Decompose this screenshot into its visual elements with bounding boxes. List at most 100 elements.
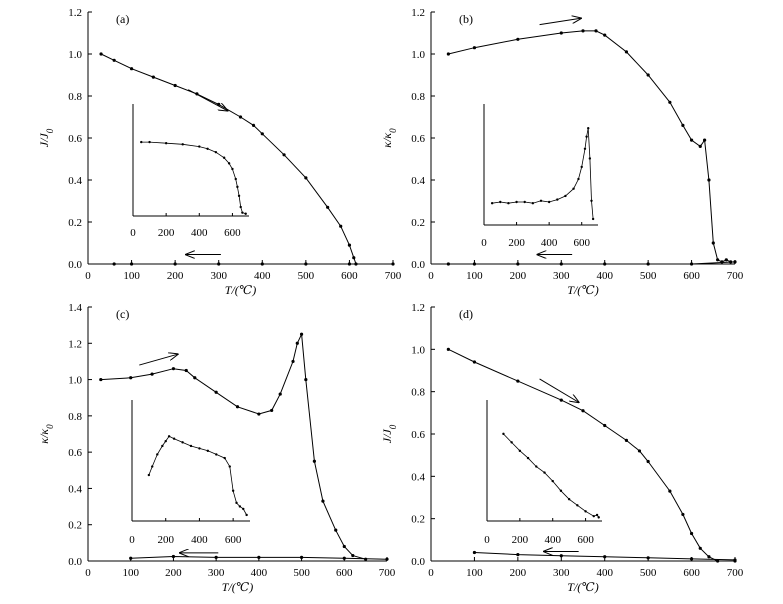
data-point-heating (559, 31, 563, 35)
inset-x-tick-label: 0 (130, 227, 136, 239)
y-tick-label: 0.4 (68, 483, 82, 495)
x-tick-label: 500 (640, 270, 657, 282)
data-point-cooling (129, 556, 133, 560)
inset-data-point (242, 507, 245, 511)
data-point-cooling (559, 262, 563, 266)
inset-data-point (490, 202, 494, 205)
inset-data-point (592, 514, 595, 518)
x-tick-label: 400 (596, 567, 613, 579)
x-tick-label: 300 (553, 270, 570, 282)
inset-data-point (161, 444, 164, 448)
data-point-heating (594, 29, 598, 33)
data-point-cooling (472, 262, 477, 266)
data-point-heating (646, 459, 650, 464)
inset-data-point (543, 471, 546, 474)
data-point-heating (668, 100, 672, 104)
x-tick-label: 500 (293, 567, 310, 579)
inset-data-point (595, 513, 599, 517)
inset-data-point (572, 187, 575, 190)
inset-data-point (559, 489, 563, 492)
x-tick-label: 300 (553, 567, 570, 579)
series-line-cooling (448, 261, 736, 265)
heating-arrow (539, 18, 581, 26)
inset-data-point (588, 157, 592, 160)
inset-data-point (523, 200, 526, 204)
heating-arrow (539, 378, 579, 402)
data-point-heating (352, 256, 356, 260)
data-point-cooling (689, 262, 694, 266)
data-point-heating (603, 423, 607, 428)
data-point-cooling (129, 262, 134, 266)
y-tick-label: 0.4 (411, 175, 425, 187)
y-tick-label: 1.2 (68, 7, 82, 19)
data-point-heating (603, 33, 607, 37)
panel-label: (b) (459, 12, 473, 26)
inset-data-point (499, 200, 502, 204)
data-point-heating (235, 405, 240, 409)
x-tick-label: 100 (123, 270, 140, 282)
data-point-cooling (446, 262, 450, 266)
data-point-heating (446, 52, 450, 56)
data-point-heating (257, 412, 261, 416)
inset-data-point (237, 194, 241, 198)
inset-data-point (547, 200, 551, 204)
inset-data-point (198, 145, 201, 148)
y-axis-title: κ/κ0 (37, 424, 55, 444)
data-point-heating (472, 46, 477, 50)
data-point-heating (321, 499, 325, 503)
inset-data-point (515, 200, 518, 204)
data-point-cooling (559, 554, 563, 558)
data-point-cooling (260, 262, 264, 266)
y-axis-title-subscript: 0 (45, 128, 55, 133)
inset-x-tick-label: 0 (129, 534, 135, 546)
series-line-heating (448, 30, 731, 263)
inset-x-tick-label: 600 (573, 237, 590, 249)
inset-x-tick-label: 600 (577, 534, 594, 546)
inset-data-point (597, 516, 600, 519)
y-tick-label: 0.6 (411, 133, 425, 145)
inset-x-tick-label: 400 (191, 534, 208, 546)
inset-a: 0 200 400 600 (130, 104, 249, 239)
data-point-heating (681, 123, 685, 127)
x-tick-label: 300 (208, 567, 225, 579)
inset-data-point (167, 435, 171, 438)
inset-x-tick-label: 200 (157, 534, 174, 546)
inset-data-point (206, 449, 210, 453)
data-point-heating (716, 258, 720, 262)
inset-data-point (539, 199, 543, 202)
panel-b: 0 100 200 300 400 500 600 700 0.0 0.2 0.4 0.6 0.8 1.0… (380, 7, 744, 297)
data-point-heating (99, 377, 103, 382)
inset-data-point (245, 513, 248, 517)
inset-data-point (156, 453, 159, 456)
inset-x-tick-label: 200 (158, 227, 175, 239)
inset-data-point (231, 489, 235, 492)
x-tick-label: 700 (385, 270, 402, 282)
data-point-heating (312, 459, 316, 463)
inset-data-point (567, 498, 571, 501)
data-point-cooling (385, 557, 389, 561)
x-tick-label: 100 (466, 567, 483, 579)
data-point-heating (347, 243, 352, 247)
data-point-heating (724, 258, 728, 262)
inset-data-point (239, 205, 242, 209)
inset-data-point (564, 194, 567, 198)
inset-data-point (172, 437, 176, 440)
y-tick-label: 0.2 (68, 217, 82, 229)
data-point-heating (698, 144, 702, 148)
data-point-heating (689, 138, 694, 142)
inset-series-line (503, 433, 600, 518)
panel-d: 0 100 200 300 400 500 600 700 0.0 0.2 0.4 0.6 0.8 1.0… (380, 302, 744, 594)
inset-data-point (198, 447, 201, 450)
inset-data-point (222, 156, 226, 159)
y-tick-label: 1.2 (411, 302, 425, 314)
inset-data-point (580, 165, 583, 169)
data-point-heating (193, 376, 197, 380)
data-point-heating (99, 52, 103, 56)
data-point-heating (295, 341, 299, 345)
x-tick-label: 400 (254, 270, 271, 282)
y-tick-label: 0.2 (411, 217, 425, 229)
x-tick-label: 100 (466, 270, 483, 282)
inset-x-tick-label: 200 (508, 237, 525, 249)
inset-data-point (507, 202, 510, 205)
